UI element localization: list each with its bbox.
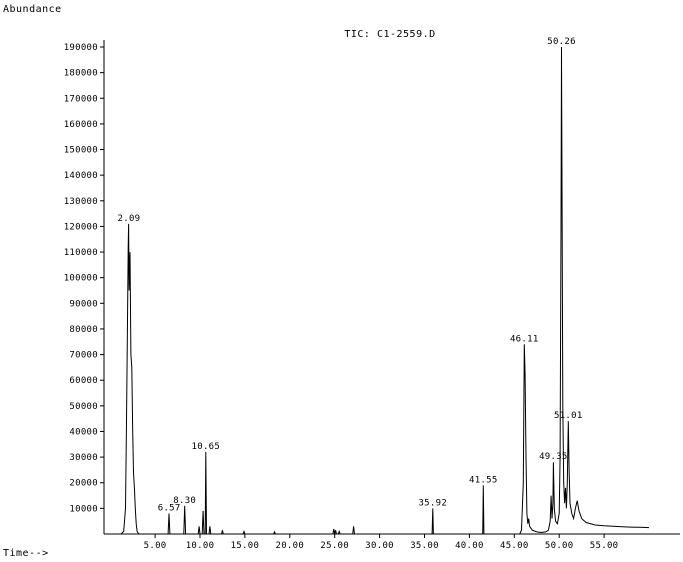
y-tick-label: 180000 [64,69,98,79]
y-tick-label: 10000 [69,504,98,514]
x-ticks: 5.00 10.00 15.00 20.00 25.00 30.00 35.00 40.00 4… [144,534,619,551]
peak-label: 41.55 [469,475,498,485]
y-tick-label: 110000 [64,248,98,258]
x-tick-label: 10.00 [186,541,215,551]
peak-label: 2.09 [118,214,141,224]
y-tick-label: 30000 [69,453,98,463]
peak-labels: 2.09 6.578.30 10.65 35.92 41.55 46.11 49.35 50.… [118,37,583,513]
y-tick-label: 40000 [69,427,98,437]
peak-label: 51.01 [554,411,583,421]
peak-label: 49.35 [539,452,568,462]
x-tick-label: 40.00 [455,541,484,551]
tic-trace [110,46,650,535]
y-tick-label: 20000 [69,479,98,489]
peak-label: 6.57 [158,503,181,513]
x-tick-label: 55.00 [590,541,619,551]
y-tick-label: 60000 [69,376,98,386]
y-tick-label: 120000 [64,222,98,232]
axes [103,40,680,535]
peak-label: 50.26 [547,37,576,47]
y-tick-label: 80000 [69,325,98,335]
y-tick-label: 140000 [64,171,98,181]
x-tick-label: 30.00 [365,541,394,551]
x-tick-label: 5.00 [144,541,167,551]
x-tick-label: 15.00 [231,541,260,551]
y-tick-label: 190000 [64,43,98,53]
y-ticks: 10000 20000 30000 40000 50000 60000 70000 80000… [64,43,104,514]
y-tick-label: 160000 [64,120,98,130]
y-tick-label: 170000 [64,94,98,104]
y-tick-label: 150000 [64,146,98,156]
peak-label: 10.65 [192,442,221,452]
y-tick-label: 70000 [69,351,98,361]
x-tick-label: 20.00 [276,541,305,551]
y-tick-label: 130000 [64,197,98,207]
chart-title: TIC: C1-2559.D [344,29,435,40]
peak-label: 46.11 [510,334,539,344]
y-tick-label: 50000 [69,402,98,412]
y-tick-label: 100000 [64,274,98,284]
y-tick-label: 90000 [69,299,98,309]
x-tick-label: 35.00 [410,541,439,551]
peak-label: 8.30 [173,496,196,506]
x-tick-label: 45.00 [500,541,529,551]
x-axis-label: Time--> [3,548,49,559]
y-axis-label: Abundance [3,4,62,15]
peak-label: 35.92 [418,498,447,508]
x-tick-label: 50.00 [545,541,574,551]
x-tick-label: 25.00 [320,541,349,551]
